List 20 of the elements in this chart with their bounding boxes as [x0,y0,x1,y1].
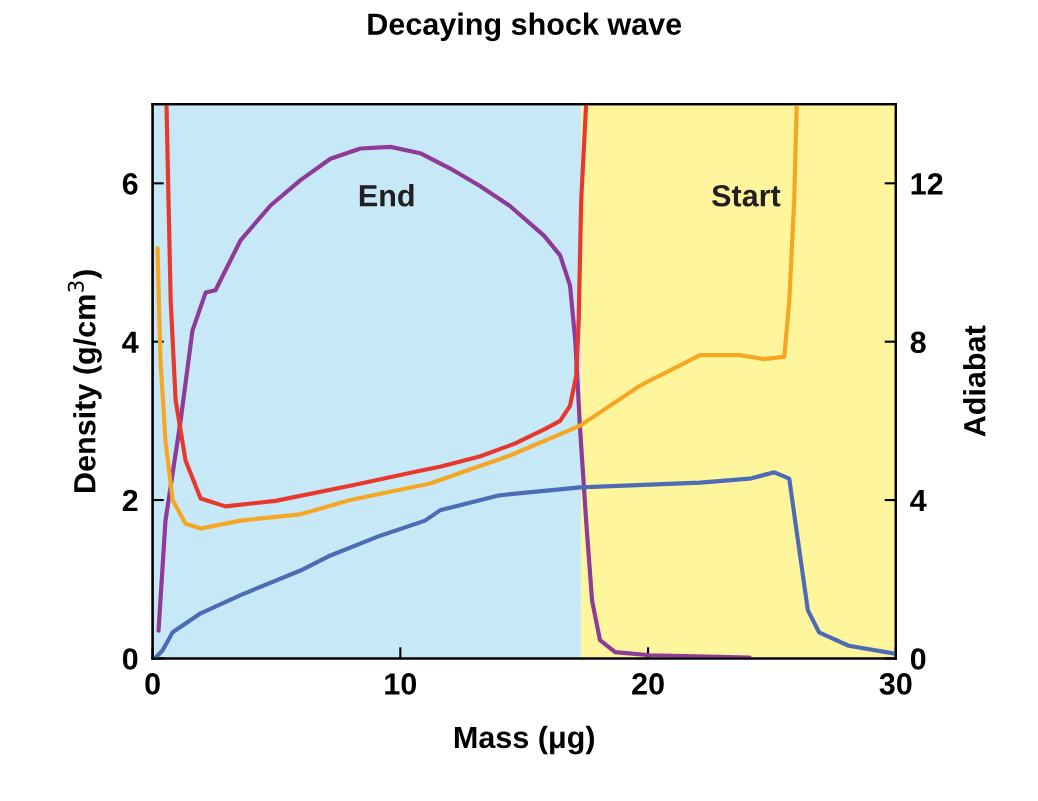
x-tick-label: 30 [879,673,912,695]
y2-tick-label: 4 [910,490,927,512]
y-axis-title: Density (g/cm$^{3}$) [67,270,102,492]
band-label: Start [711,184,781,207]
line-series [164,104,589,509]
x-tick-label: 10 [385,673,417,695]
y-tick-label: 4 [122,331,139,353]
band-label: End [359,184,414,207]
x-tick-label: 20 [632,673,664,695]
y2-tick-label: 12 [911,173,943,195]
y-tick-label: 2 [122,489,138,512]
y2-tick-label: 8 [910,331,926,354]
y-tick-label: 6 [122,173,138,195]
y2-tick-label: 0 [910,648,926,670]
line-series [155,104,799,531]
x-tick-label: 0 [145,673,160,695]
y2-axis-title: Adiabat [963,325,986,437]
chart-title: Decaying shock wave [368,12,682,42]
x-axis-title: Mass (μg) [454,725,594,755]
y-tick-label: 0 [122,648,138,670]
